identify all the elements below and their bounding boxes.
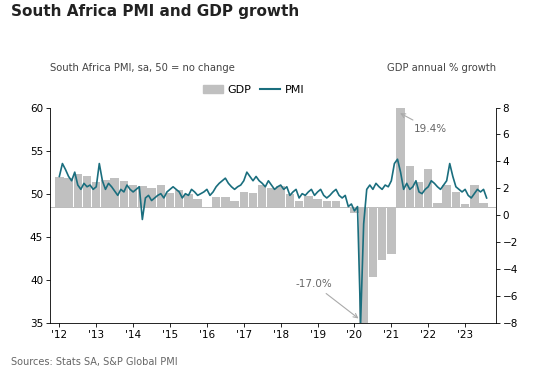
Bar (212, 197, 221, 207)
Bar (138, 186, 146, 207)
Bar (378, 207, 387, 260)
Bar (461, 204, 470, 207)
Text: GDP annual % growth: GDP annual % growth (387, 63, 496, 73)
Bar (350, 207, 359, 213)
Bar (433, 203, 442, 207)
Bar (323, 201, 331, 207)
Text: -17.0%: -17.0% (296, 279, 358, 318)
Bar (249, 193, 257, 207)
Bar (387, 207, 395, 254)
Bar (148, 188, 156, 207)
Bar (166, 193, 174, 207)
Bar (314, 198, 322, 207)
Bar (258, 185, 266, 207)
Bar (442, 185, 451, 207)
Bar (83, 175, 91, 207)
Bar (64, 178, 73, 207)
Bar (92, 183, 100, 207)
Bar (129, 185, 138, 207)
Text: 19.4%: 19.4% (401, 114, 447, 134)
Bar (369, 207, 377, 276)
Bar (295, 201, 304, 207)
Bar (359, 207, 368, 371)
Bar (267, 188, 276, 207)
Bar (240, 192, 248, 207)
Bar (184, 194, 193, 207)
Bar (157, 185, 165, 207)
Bar (101, 180, 110, 207)
Legend: GDP, PMI: GDP, PMI (203, 85, 304, 95)
Text: South Africa PMI, sa, 50 = no change: South Africa PMI, sa, 50 = no change (50, 63, 235, 73)
Text: Sources: Stats SA, S&P Global PMI: Sources: Stats SA, S&P Global PMI (11, 357, 178, 367)
Bar (175, 190, 183, 207)
Bar (405, 166, 414, 207)
Bar (110, 178, 119, 207)
Bar (231, 201, 239, 207)
Bar (332, 201, 340, 207)
Bar (120, 181, 128, 207)
Bar (470, 185, 478, 207)
Bar (452, 192, 460, 207)
Text: South Africa PMI and GDP growth: South Africa PMI and GDP growth (11, 4, 300, 19)
Bar (480, 203, 488, 207)
Bar (193, 198, 202, 207)
Bar (424, 169, 432, 207)
Bar (397, 0, 405, 207)
Bar (74, 174, 82, 207)
Bar (304, 196, 312, 207)
Bar (415, 183, 423, 207)
Bar (276, 186, 285, 207)
Bar (55, 177, 63, 207)
Bar (221, 197, 229, 207)
Bar (286, 194, 294, 207)
